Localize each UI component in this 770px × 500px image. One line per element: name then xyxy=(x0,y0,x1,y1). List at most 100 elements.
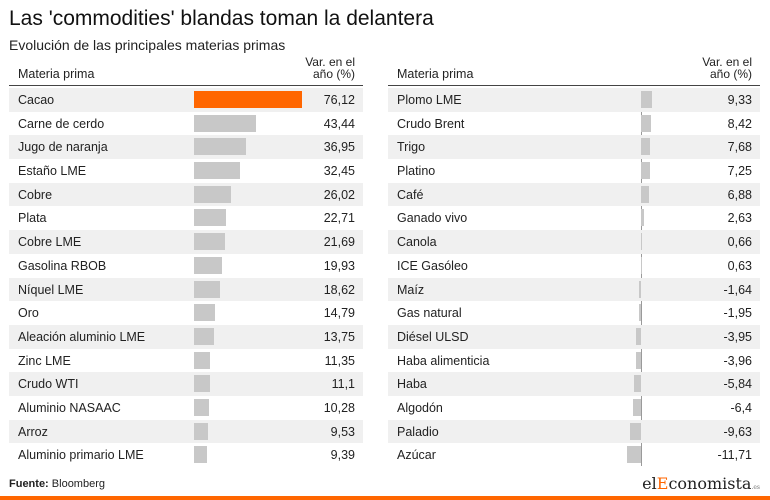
value-label: 7,25 xyxy=(727,164,752,179)
value-label: 11,1 xyxy=(331,377,355,392)
bar xyxy=(641,162,650,180)
chart-title: Las 'commodities' blandas toman la delan… xyxy=(9,7,434,30)
value-label: 9,53 xyxy=(330,424,355,439)
row-label: Plomo LME xyxy=(397,93,462,107)
row-label: Gasolina RBOB xyxy=(18,258,107,273)
value-label: 0,66 xyxy=(727,235,752,250)
table-row: Platino 7,25 xyxy=(388,159,760,183)
row-label: Cacao xyxy=(18,93,55,107)
logo-suffix: .es xyxy=(751,484,760,491)
publisher-logo: elEconomista.es xyxy=(642,474,760,493)
table-row: Crudo Brent 8,42 xyxy=(388,112,760,136)
row-label: Paladio xyxy=(397,424,439,439)
column-header-name: Materia prima xyxy=(18,67,95,81)
value-label: 21,69 xyxy=(323,235,355,250)
row-label: Gas natural xyxy=(397,306,462,321)
right-table: Materia prima Var. en el año (%) Plomo L… xyxy=(388,56,760,466)
row-label: Aluminio primario LME xyxy=(18,448,144,463)
bottom-accent-bar xyxy=(0,496,770,500)
value-label: 2,63 xyxy=(727,211,752,226)
table-row: Arroz 9,53 xyxy=(9,419,363,444)
value-label: 6,88 xyxy=(727,187,752,202)
bar xyxy=(194,114,256,132)
table-row: Paladio -9,63 xyxy=(388,419,760,444)
bar xyxy=(641,114,651,132)
row-label: Aluminio NASAAC xyxy=(18,400,121,415)
bar xyxy=(194,446,208,464)
bar xyxy=(641,138,651,156)
value-label: 0,63 xyxy=(727,258,752,273)
value-label: -11,71 xyxy=(717,448,752,463)
table-row: Jugo de naranja 36,95 xyxy=(9,135,363,160)
table-row: Azúcar -11,71 xyxy=(388,443,760,467)
value-label: 10,28 xyxy=(323,400,355,415)
value-label: -5,84 xyxy=(723,377,753,392)
row-label: Crudo WTI xyxy=(18,377,79,392)
row-label: Estaño LME xyxy=(18,164,87,179)
bar xyxy=(194,91,302,108)
value-label: 9,33 xyxy=(727,93,752,107)
bar xyxy=(194,351,211,369)
value-label: 13,75 xyxy=(323,329,355,344)
row-label: Crudo Brent xyxy=(397,116,465,131)
row-label: Platino xyxy=(397,164,436,179)
table-row: Crudo WTI 11,1 xyxy=(9,372,363,396)
bar xyxy=(194,256,223,274)
row-label: Plata xyxy=(18,211,47,226)
value-label: -1,95 xyxy=(723,306,753,321)
value-label: 11,35 xyxy=(324,353,355,368)
table-row: Zinc LME 11,35 xyxy=(9,349,363,373)
bar xyxy=(636,327,641,345)
table-row: Cobre 26,02 xyxy=(9,182,363,207)
left-table-header: Materia prima Var. en el año (%) xyxy=(9,56,363,86)
bar xyxy=(194,422,208,440)
bar xyxy=(641,233,642,251)
table-row: Plata 22,71 xyxy=(9,206,363,230)
row-label: Ganado vivo xyxy=(397,211,468,226)
value-label: 9,39 xyxy=(330,448,355,463)
table-row: Café 6,88 xyxy=(388,182,760,207)
table-row: Trigo 7,68 xyxy=(388,135,760,160)
left-table-rows: Cacao 76,12 Carne de cerdo 43,44 Jugo de nar… xyxy=(9,88,363,467)
value-label: 14,79 xyxy=(323,306,355,321)
row-label: ICE Gasóleo xyxy=(397,258,468,273)
table-row: Oro 14,79 xyxy=(9,301,363,325)
row-label: Azúcar xyxy=(397,448,436,463)
row-label: Algodón xyxy=(397,400,443,415)
table-row: Diésel ULSD -3,95 xyxy=(388,324,760,349)
row-label: Trigo xyxy=(397,140,426,155)
table-row: Maíz -1,64 xyxy=(388,277,760,302)
table-row: Gasolina RBOB 19,93 xyxy=(9,254,363,278)
bar xyxy=(641,185,650,203)
row-label: Oro xyxy=(18,306,39,321)
bar xyxy=(639,280,641,298)
table-row: ICE Gasóleo 0,63 xyxy=(388,254,760,278)
table-row: Estaño LME 32,45 xyxy=(9,159,363,183)
value-label: 22,71 xyxy=(323,211,355,226)
left-table: Materia prima Var. en el año (%) Cacao 76… xyxy=(9,56,363,466)
bar xyxy=(633,398,641,416)
table-row: Plomo LME 9,33 xyxy=(388,88,760,112)
bar xyxy=(194,375,210,393)
right-table-header: Materia prima Var. en el año (%) xyxy=(388,56,760,86)
value-label: 7,68 xyxy=(727,140,752,155)
column-header-var: Var. en el año (%) xyxy=(305,55,355,81)
table-row: Canola 0,66 xyxy=(388,230,760,254)
table-row: Algodón -6,4 xyxy=(388,396,760,420)
row-label: Haba alimenticia xyxy=(397,353,490,368)
table-row: Aluminio NASAAC 10,28 xyxy=(9,396,363,420)
bar xyxy=(641,256,642,274)
value-label: 43,44 xyxy=(323,116,355,131)
table-row: Carne de cerdo 43,44 xyxy=(9,112,363,136)
table-row: Gas natural -1,95 xyxy=(388,301,760,325)
logo-part-el: el xyxy=(642,474,657,493)
row-label: Canola xyxy=(397,235,437,250)
bar xyxy=(629,422,641,440)
value-label: -1,64 xyxy=(723,282,753,297)
zero-axis-line xyxy=(641,88,642,466)
bar xyxy=(194,162,241,180)
table-row: Aluminio primario LME 9,39 xyxy=(9,443,363,467)
value-label: 8,42 xyxy=(727,116,752,131)
row-label: Arroz xyxy=(18,424,48,439)
bar xyxy=(194,209,227,227)
